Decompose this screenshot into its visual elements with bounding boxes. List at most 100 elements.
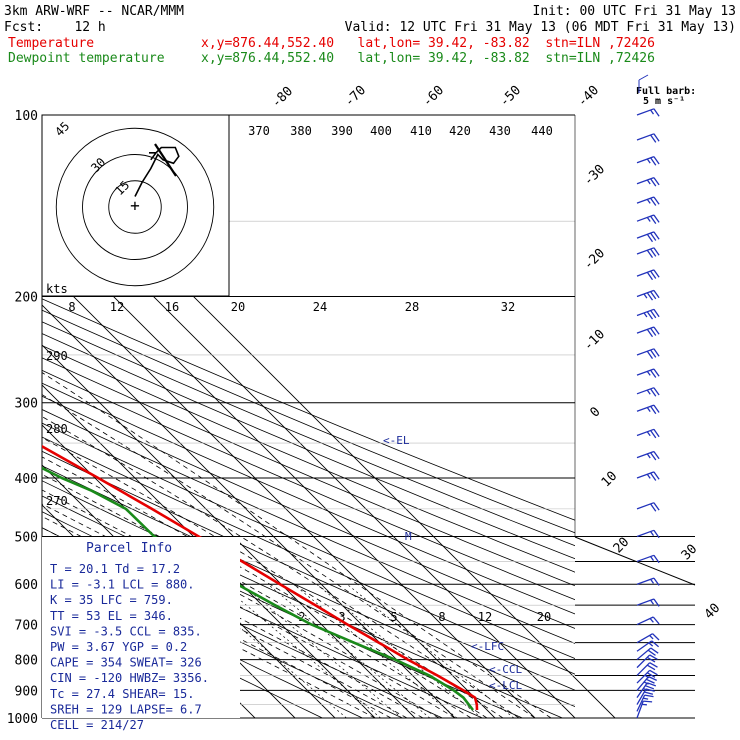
dry-adiabat-440 xyxy=(42,309,575,534)
wind-barb-flag xyxy=(653,308,660,318)
wind-barb-950 xyxy=(636,688,655,705)
dry-adiabat-420 xyxy=(42,333,575,560)
dry-adiabat-360 xyxy=(42,409,575,644)
wind-barb-flag xyxy=(643,700,653,703)
wind-barb-flag xyxy=(653,451,660,460)
wind-barb-flag xyxy=(650,430,657,439)
wind-barb-half-flag xyxy=(646,389,651,395)
dry-adiabat-350 xyxy=(42,422,575,659)
isotherm-10 xyxy=(42,304,456,718)
parcel-info-row: TT = 53 EL = 346. xyxy=(50,609,173,623)
wind-barb-flag xyxy=(646,271,654,281)
wind-barb-flag xyxy=(649,662,658,668)
wind-barb-290 xyxy=(636,387,660,397)
wind-barb-775 xyxy=(636,640,660,652)
full-barb-units: 5 m s⁻¹ xyxy=(643,96,685,107)
isotherm-label--80: -80 xyxy=(269,84,296,111)
wind-barb-flag xyxy=(653,177,660,186)
pressure-tick-100: 100 xyxy=(15,109,38,124)
wind-barb-flag xyxy=(650,157,657,166)
wind-barb-flag xyxy=(650,327,657,336)
hodograph-ring-45 xyxy=(55,127,215,287)
wind-barb-flag xyxy=(650,472,657,481)
wind-barb-flag xyxy=(650,310,657,319)
ccl-marker: <-CCL xyxy=(489,663,522,676)
parcel-info-row: SREH = 129 LAPSE= 6.7 xyxy=(50,702,202,716)
isotherm-label--30: -30 xyxy=(581,162,608,189)
pressure-tick-1000: 1000 xyxy=(7,712,38,727)
mixing-ratio-label-8: 8 xyxy=(438,610,445,624)
level-markers: <-EL M <-LFC <-CCL <-LCL xyxy=(383,434,522,692)
wind-barb-650 xyxy=(636,598,660,607)
model-title: 3km ARW-WRF -- NCAR/MMM xyxy=(4,4,184,19)
wind-barb-half-flag xyxy=(650,109,655,115)
wind-barb-flag xyxy=(653,577,660,586)
theta-top-label-430: 430 xyxy=(489,124,511,138)
hodograph-ring-30 xyxy=(82,154,188,260)
pressure-tick-900: 900 xyxy=(15,684,38,699)
wind-barb-flag xyxy=(650,349,657,358)
wind-barb-flag xyxy=(653,368,660,377)
el-marker: <-EL xyxy=(383,434,410,447)
wind-barb-flag xyxy=(653,196,660,205)
wind-barb-1000 xyxy=(636,700,653,719)
wind-barb-flag xyxy=(650,503,657,512)
wind-barb-340 xyxy=(636,428,660,439)
isotherm-label--10: -10 xyxy=(581,327,608,354)
wind-barb-flag xyxy=(647,649,656,656)
wind-barb-flag xyxy=(653,290,660,299)
isotherm-label-30: 30 xyxy=(679,542,701,564)
parcel-info-row: PW = 3.67 YGP = 0.2 xyxy=(50,640,187,654)
wind-barb-flag xyxy=(653,428,660,438)
parcel-info-title: Parcel Info xyxy=(86,541,172,556)
wind-barb-230 xyxy=(636,326,660,338)
wind-barb-flag xyxy=(650,369,657,378)
lfc-marker: <-LFC xyxy=(471,640,504,653)
wind-barb-flag xyxy=(650,248,657,257)
isotherm-label-0: 0 xyxy=(587,404,603,420)
theta-top-label-380: 380 xyxy=(290,124,312,138)
wind-barb-110 xyxy=(636,133,660,143)
hodograph-ring-15 xyxy=(108,180,162,234)
wind-barb-flag xyxy=(653,502,660,511)
parcel-info-row: LI = -3.1 LCL = 880. xyxy=(50,578,195,592)
wind-barb-600 xyxy=(636,577,660,586)
theta-top-label-400: 400 xyxy=(370,124,392,138)
theta-e-label-20: 20 xyxy=(231,300,245,314)
wind-barb-310 xyxy=(636,404,660,415)
wind-barbs xyxy=(636,108,660,719)
mixing-ratio-label-2: 2 xyxy=(298,610,305,624)
theta-e-label-16: 16 xyxy=(165,300,179,314)
moist-adiabat-10 xyxy=(42,489,456,718)
wind-barb-flag xyxy=(650,647,659,654)
wind-barb-flag xyxy=(653,529,660,539)
wind-barb-half-flag xyxy=(646,371,651,376)
wind-barb-flag xyxy=(653,471,660,480)
wind-barb-half-flag xyxy=(648,642,654,647)
wind-barb-flag xyxy=(650,452,657,461)
wind-barb-half-flag xyxy=(650,578,655,584)
wind-barb-flag xyxy=(653,348,660,357)
wind-barb-half-flag xyxy=(646,453,651,459)
hodograph-frame xyxy=(41,114,230,297)
mixing-ratio-label-3: 3 xyxy=(338,610,345,624)
parcel-info-row: CAPE = 354 SWEAT= 326 xyxy=(50,656,202,670)
wind-barb-half-flag xyxy=(643,681,649,685)
wind-barb-flag xyxy=(653,214,660,223)
wind-barb-270 xyxy=(636,368,660,378)
temperature-legend: Temperature xyxy=(8,36,94,51)
isotherm--10 xyxy=(42,384,376,718)
wind-barb-flag xyxy=(650,134,657,143)
forecast-hour: Fcst: 12 h xyxy=(4,20,106,35)
pressure-tick-300: 300 xyxy=(15,397,38,412)
parcel-info-row: Tc = 27.4 SHEAR= 15. xyxy=(50,687,195,701)
dry-adiabat-390 xyxy=(42,369,575,601)
header: 3km ARW-WRF -- NCAR/MMM Init: 00 UTC Fri… xyxy=(4,4,736,107)
wind-barb-half-flag xyxy=(646,217,651,222)
dewpoint-location-info: x,y=876.44,552.40 lat,lon= 39.42, -83.82… xyxy=(201,51,655,66)
hodograph-storm-line xyxy=(154,143,177,177)
wind-barb-450 xyxy=(636,502,660,512)
dry-adiabat-250 xyxy=(42,578,324,718)
wind-barb-flag xyxy=(644,691,654,695)
